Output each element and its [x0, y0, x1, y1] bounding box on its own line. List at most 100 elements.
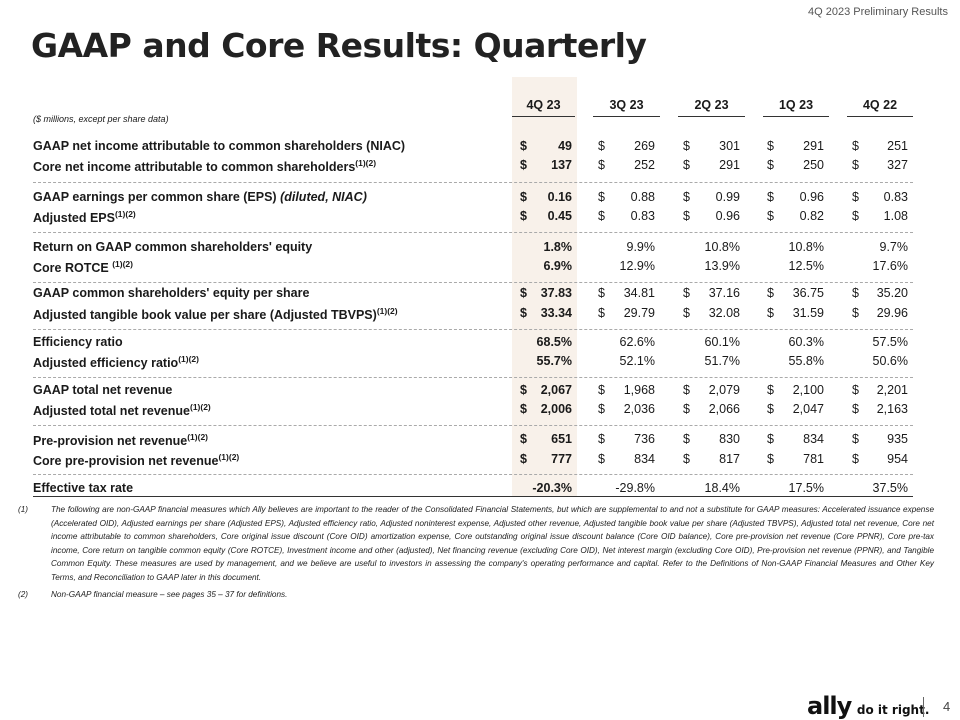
row-label: GAAP common shareholders' equity per sha… — [33, 286, 309, 300]
currency-sign: $ — [683, 402, 690, 416]
currency-sign: $ — [598, 190, 605, 204]
currency-sign: $ — [852, 209, 859, 223]
cell-value: 49 — [558, 139, 572, 153]
cell-value: 60.1% — [704, 335, 740, 349]
table-row: Core ROTCE (1)(2) 6.9% 12.9% 13.9% 12.5% 17.6… — [0, 259, 960, 277]
currency-sign: $ — [852, 306, 859, 320]
column-header: 4Q 23 — [512, 98, 575, 117]
cell-value: 736 — [634, 432, 655, 446]
row-label: GAAP net income attributable to common s… — [33, 139, 405, 153]
cell-value: 2,066 — [708, 402, 740, 416]
cell-value: 12.9% — [619, 259, 655, 273]
cell-value: 34.81 — [623, 286, 655, 300]
cell-value: 13.9% — [704, 259, 740, 273]
cell-value: 9.7% — [879, 240, 909, 254]
footnotes: (1) The following are non-GAAP financial … — [14, 503, 934, 606]
footnote-ref: (1)(2) — [376, 306, 398, 316]
cell-value: 0.88 — [630, 190, 655, 204]
row-label: Adjusted tangible book value per share (… — [33, 306, 398, 322]
currency-sign: $ — [598, 209, 605, 223]
footnote-text: Non-GAAP financial measure – see pages 3… — [51, 590, 288, 599]
cell-value: 830 — [719, 432, 740, 446]
divider — [923, 697, 924, 717]
cell-value: 251 — [887, 139, 908, 153]
cell-value: 0.99 — [715, 190, 740, 204]
cell-value: 2,067 — [540, 383, 572, 397]
row-label: Return on GAAP common shareholders' equi… — [33, 240, 312, 254]
table-row: Adjusted tangible book value per share (… — [0, 306, 960, 324]
cell-value: 31.59 — [792, 306, 824, 320]
currency-sign: $ — [767, 190, 774, 204]
currency-sign: $ — [520, 286, 527, 300]
table-row: GAAP common shareholders' equity per sha… — [0, 286, 960, 304]
label-text: GAAP common shareholders' equity per sha… — [33, 286, 310, 300]
currency-sign: $ — [683, 190, 690, 204]
group-separator — [33, 182, 913, 183]
cell-value: 32.08 — [708, 306, 740, 320]
currency-sign: $ — [598, 139, 605, 153]
currency-sign: $ — [598, 452, 605, 466]
footnote-ref: (1)(2) — [355, 158, 377, 168]
group-separator — [33, 282, 913, 283]
label-text: Adjusted EPS — [33, 211, 115, 226]
currency-sign: $ — [852, 432, 859, 446]
table-row: GAAP net income attributable to common s… — [0, 139, 960, 157]
footnote-number: (1) — [18, 505, 29, 514]
currency-sign: $ — [767, 158, 774, 172]
row-label: Adjusted total net revenue(1)(2) — [33, 402, 211, 418]
units-note: ($ millions, except per share data) — [33, 114, 169, 124]
cell-value: 37.5% — [872, 481, 908, 495]
cell-value: 1,968 — [623, 383, 655, 397]
cell-value: 2,100 — [792, 383, 824, 397]
footnote-ref: (1)(2) — [189, 402, 211, 412]
currency-sign: $ — [767, 209, 774, 223]
cell-value: 55.8% — [788, 354, 824, 368]
currency-sign: $ — [520, 209, 527, 223]
footnote-ref: (1)(2) — [187, 432, 208, 442]
currency-sign: $ — [852, 452, 859, 466]
group-separator — [33, 425, 913, 426]
footnote-ref: (1)(2) — [178, 354, 199, 364]
cell-value: 2,006 — [540, 402, 572, 416]
cell-value: 137 — [551, 158, 572, 172]
table-bottom-rule — [33, 496, 913, 497]
label-text: Pre-provision net revenue — [33, 434, 188, 449]
cell-value: 291 — [803, 139, 824, 153]
table-row: Adjusted efficiency ratio(1)(2) 55.7% 52.1… — [0, 354, 960, 372]
cell-value: 12.5% — [788, 259, 824, 273]
label-text: GAAP earnings per common share (EPS) — [33, 190, 281, 204]
cell-value: 2,201 — [876, 383, 908, 397]
cell-value: -20.3% — [532, 481, 572, 495]
currency-sign: $ — [852, 383, 859, 397]
currency-sign: $ — [598, 432, 605, 446]
currency-sign: $ — [767, 452, 774, 466]
label-text: Core pre-provision net revenue — [33, 454, 219, 469]
label-text: Adjusted total net revenue — [33, 404, 190, 419]
cell-value: 2,163 — [876, 402, 908, 416]
table-row: Core net income attributable to common s… — [0, 158, 960, 176]
cell-value: 2,047 — [792, 402, 824, 416]
currency-sign: $ — [767, 139, 774, 153]
cell-value: 834 — [803, 432, 824, 446]
currency-sign: $ — [852, 190, 859, 204]
cell-value: 781 — [803, 452, 824, 466]
currency-sign: $ — [852, 139, 859, 153]
row-label: Core pre-provision net revenue(1)(2) — [33, 452, 239, 468]
column-header: 2Q 23 — [678, 98, 745, 117]
column-header: 1Q 23 — [763, 98, 829, 117]
cell-value: 10.8% — [788, 240, 824, 254]
table-row: Pre-provision net revenue(1)(2) $651 $736 $… — [0, 432, 960, 450]
table-row: Core pre-provision net revenue(1)(2) $777… — [0, 452, 960, 470]
cell-value: 252 — [634, 158, 655, 172]
currency-sign: $ — [852, 402, 859, 416]
footnote-ref: (1)(2) — [112, 259, 133, 269]
cell-value: 651 — [551, 432, 572, 446]
label-text: Adjusted efficiency ratio — [33, 356, 179, 371]
label-text: Effective tax rate — [33, 481, 134, 495]
label-text: GAAP total net revenue — [33, 383, 173, 397]
cell-value: 269 — [634, 139, 655, 153]
currency-sign: $ — [520, 139, 527, 153]
table-row: Adjusted total net revenue(1)(2) $2,006 $2… — [0, 402, 960, 420]
cell-value: 10.8% — [704, 240, 740, 254]
cell-value: 35.20 — [876, 286, 908, 300]
